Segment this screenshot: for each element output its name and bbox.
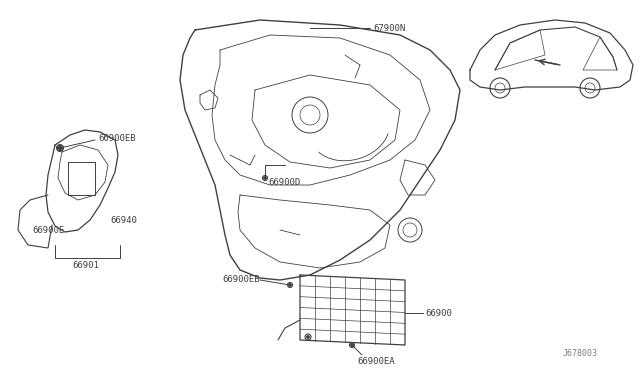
Text: 66901: 66901 [72,262,99,270]
Text: 67900N: 67900N [373,23,405,32]
Text: 66900D: 66900D [268,177,300,186]
Circle shape [59,147,61,149]
Text: 66900: 66900 [425,308,452,317]
Circle shape [307,336,309,338]
Circle shape [289,284,291,286]
Text: 66900EB: 66900EB [222,275,260,283]
Text: 66900E: 66900E [32,225,64,234]
Text: 66900EA: 66900EA [357,356,395,366]
Text: 66900EB: 66900EB [98,134,136,142]
Text: J678003: J678003 [563,349,598,358]
Circle shape [264,177,266,179]
Circle shape [351,344,353,346]
Circle shape [59,147,61,149]
Text: 66940: 66940 [110,215,137,224]
